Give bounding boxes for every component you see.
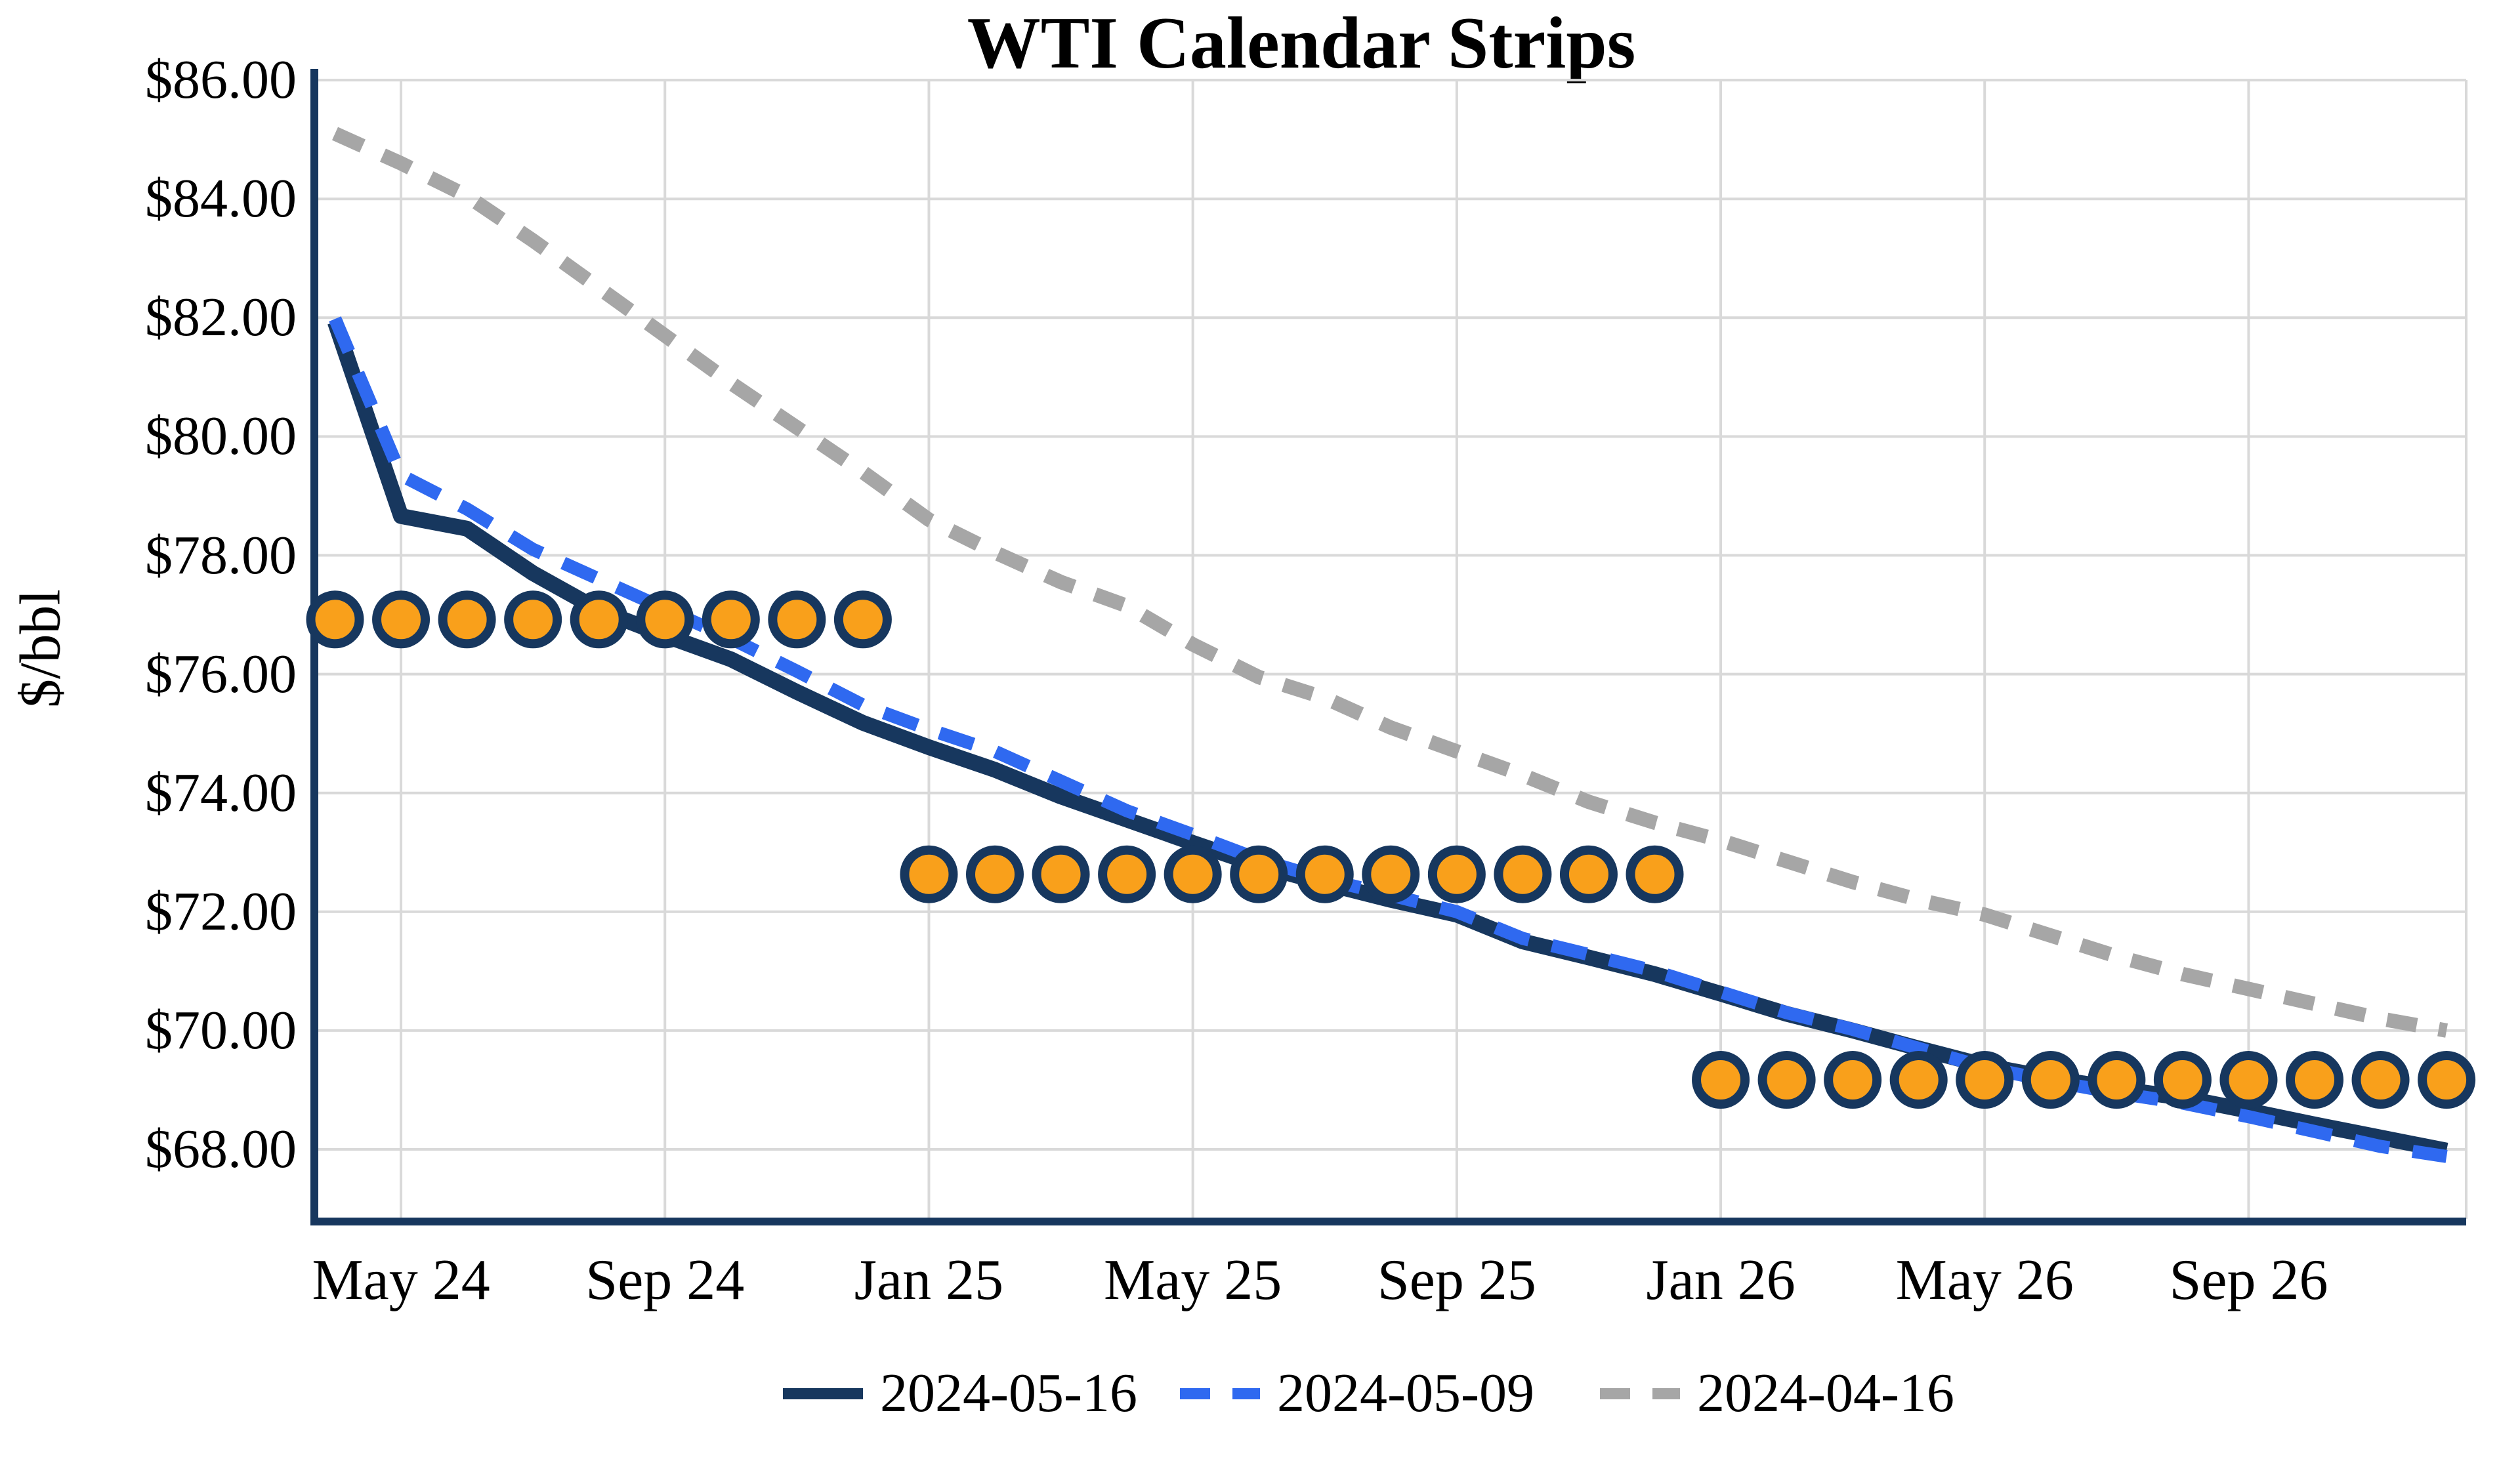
strip-dot-2026 xyxy=(2286,1051,2343,1109)
y-tick-label: $86.00 xyxy=(145,49,297,111)
strip-dot-2025 xyxy=(1559,845,1618,903)
legend-item-2024-05-16: 2024-05-16 xyxy=(783,1363,1137,1424)
strip-dot-2026 xyxy=(1692,1051,1750,1109)
strip-dot-2026 xyxy=(2021,1051,2080,1109)
strip-dot-2025 xyxy=(1230,845,1288,903)
strip-dot-2025 xyxy=(1362,845,1420,903)
y-tick-label: $82.00 xyxy=(145,287,297,348)
page-title: WTI Calendar Strips xyxy=(967,3,1636,84)
strip-dot-2024 xyxy=(702,590,760,649)
y-tick-label: $74.00 xyxy=(145,762,297,823)
strip-dot-2026 xyxy=(2088,1051,2146,1109)
legend-label: 2024-05-16 xyxy=(880,1363,1137,1424)
strip-dot-2024 xyxy=(768,590,826,649)
strip-dot-2026 xyxy=(1889,1051,1948,1109)
x-tick-label: Sep 24 xyxy=(585,1248,745,1312)
strip-dot-2025 xyxy=(900,845,958,903)
strip-dot-2026 xyxy=(2418,1051,2476,1109)
y-tick-label: $68.00 xyxy=(145,1119,297,1180)
x-tick-label: Sep 26 xyxy=(2169,1248,2328,1312)
legend-item-2024-04-16: 2024-04-16 xyxy=(1600,1363,1954,1424)
strip-dot-2024 xyxy=(570,590,628,649)
y-tick-label: $72.00 xyxy=(145,880,297,942)
strip-dot-2026 xyxy=(2351,1051,2410,1109)
strip-dot-2025 xyxy=(966,845,1024,903)
strip-dot-2025 xyxy=(1032,845,1090,903)
strip-dot-2025 xyxy=(1494,845,1552,903)
strip-dot-2025 xyxy=(1164,845,1222,903)
x-tick-label: Jan 26 xyxy=(1646,1248,1796,1312)
legend-dashed-line-swatch xyxy=(1600,1388,1680,1399)
x-tick-label: May 25 xyxy=(1103,1248,1282,1312)
strip-dot-2025 xyxy=(1098,845,1156,903)
y-tick-label: $84.00 xyxy=(145,168,297,230)
strip-dot-2026 xyxy=(2219,1051,2278,1109)
strip-dot-2026 xyxy=(1757,1051,1816,1109)
x-tick-label: Jan 25 xyxy=(854,1248,1004,1312)
strip-dot-2025 xyxy=(1295,845,1354,903)
strip-dot-2026 xyxy=(1824,1051,1882,1109)
legend-item-2024-05-09: 2024-05-09 xyxy=(1180,1363,1534,1424)
x-tick-label: May 24 xyxy=(312,1248,490,1312)
strip-dot-2025 xyxy=(1626,845,1684,903)
strip-dot-2026 xyxy=(1956,1051,2014,1109)
legend-dashed-line-swatch xyxy=(1180,1388,1260,1399)
y-tick-label: $70.00 xyxy=(145,999,297,1061)
strip-dot-2025 xyxy=(1427,845,1486,903)
x-tick-label: May 26 xyxy=(1895,1248,2074,1312)
strip-dot-2024 xyxy=(438,590,496,649)
strip-dot-2024 xyxy=(504,590,562,649)
legend-label: 2024-05-09 xyxy=(1277,1363,1534,1424)
y-tick-label: $80.00 xyxy=(145,405,297,467)
strip-dot-2024 xyxy=(372,590,430,649)
series-line-2024-05-16 xyxy=(327,319,2448,1159)
strip-dot-2024 xyxy=(636,590,694,649)
y-tick-label: $76.00 xyxy=(145,643,297,705)
x-tick-label: Sep 25 xyxy=(1377,1248,1536,1312)
strip-dot-2026 xyxy=(2153,1051,2212,1109)
legend-solid-line-swatch xyxy=(783,1388,863,1399)
y-tick-label: $78.00 xyxy=(145,524,297,586)
legend-label: 2024-04-16 xyxy=(1697,1363,1954,1424)
strip-dot-2024 xyxy=(306,590,364,649)
strip-dot-2024 xyxy=(833,590,892,649)
series-line-2024-04-16 xyxy=(331,127,2448,1038)
